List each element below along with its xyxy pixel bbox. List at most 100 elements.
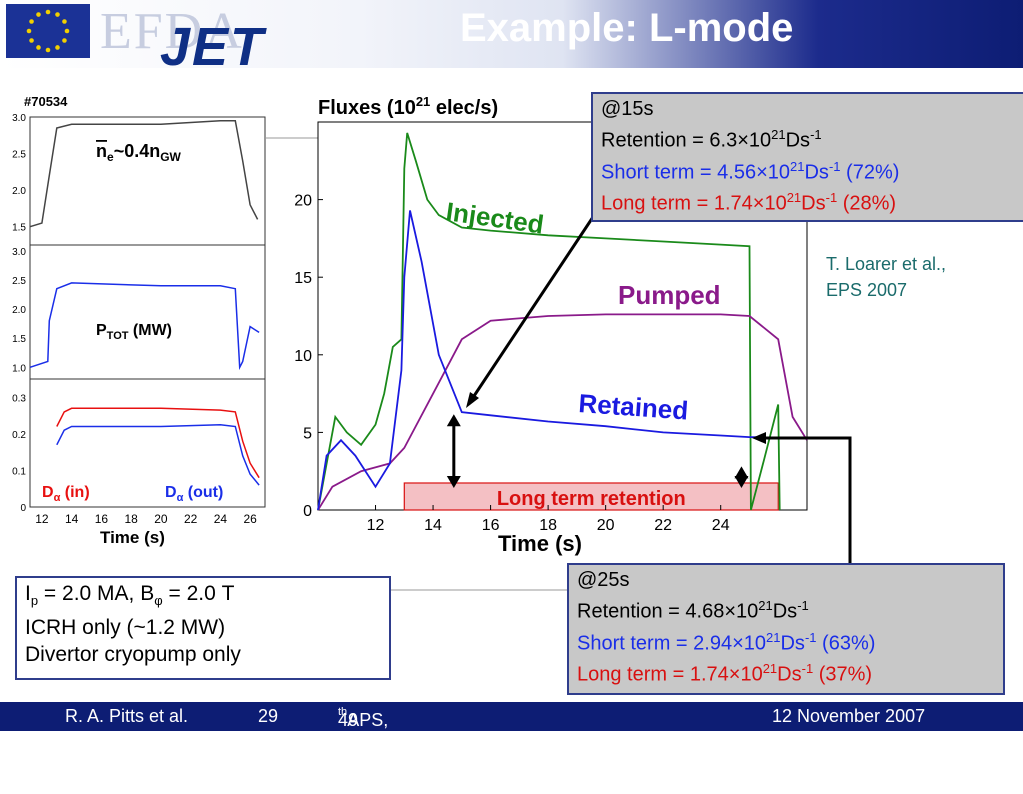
footer-author: R. A. Pitts et al. [65,706,189,726]
y-tick-label: 20 [294,193,312,210]
params-line-2: ICRH only (~1.2 MW) [25,616,226,640]
small-x-tick-label: 16 [95,512,109,526]
box-15s-short-term: Short term = 4.56×1021Ds-1 (72%) [601,158,900,184]
retained-series [317,210,759,511]
y-tick-label: 0 [303,503,312,520]
small-y-tick-label: 3.0 [12,247,26,258]
y-tick-label: 15 [294,270,312,287]
power-annotation: PTOT (MW) [96,322,172,342]
x-tick-label: 12 [367,517,385,534]
box-25s-title: @25s [577,569,630,591]
eu-star-icon [64,28,70,34]
y-tick-label: 5 [303,425,312,442]
arrow-head-up [734,466,749,479]
arrow-head-up [446,414,461,427]
dalpha-out-label: Dα (out) [165,484,223,504]
eu-star-icon [62,38,67,43]
small-x-tick-label: 26 [243,512,257,526]
x-tick-label: 22 [654,517,672,534]
pointer-arrow-15s-head [466,392,479,408]
small-plots-xlabel: Time (s) [100,528,165,547]
small-y-tick-label: 2.5 [12,150,26,161]
reference-line-2: EPS 2007 [826,280,908,300]
shot-number: #70534 [24,94,68,109]
eu-flag-logo [6,4,90,58]
eu-stars-icon [26,9,70,53]
small-y-tick-label: 1.5 [12,334,26,345]
density-trace [29,119,259,228]
dalpha-in-trace [56,407,260,479]
connector-line [265,137,320,139]
x-tick-label: 14 [424,517,442,534]
retention-box-15s: @15s Retention = 6.3×1021Ds-1 Short term… [591,92,1023,222]
params-line-3: Divertor cryopump only [25,643,241,667]
box-25s-retention: Retention = 4.68×1021Ds-1 [577,598,809,623]
small-y-tick-label: 1.5 [12,223,26,234]
pointer-arrow-25s-head [752,432,766,444]
footer-date: 12 November 2007 [772,706,926,726]
connector-line-bottom [372,589,568,591]
dalpha-out-trace [56,423,260,486]
long-term-retention-label: Long term retention [497,488,686,510]
reference-citation: T. Loarer et al., EPS 2007 [826,251,946,303]
efda-logo-text: EFDA [100,3,244,60]
small-y-tick-label: 2.5 [12,276,26,287]
retention-box-25s: @25s Retention = 4.68×1021Ds-1 Short ter… [567,563,1005,695]
footer-page-number: 29 [258,706,279,726]
small-x-tick-label: 20 [154,512,168,526]
small-y-tick-label: 1.0 [12,363,26,374]
small-x-tick-label: 24 [214,512,228,526]
reference-line-1: T. Loarer et al., [826,254,947,274]
eu-star-icon [36,12,41,17]
box-15s-long-term: Long term = 1.74×1021Ds-1 (28%) [601,190,897,215]
small-y-tick-label: 0.1 [12,466,26,477]
eu-star-icon [55,12,60,17]
small-y-tick-label: 0.3 [12,393,26,404]
box-25s-long-term: Long term = 1.74×1021Ds-1 (37%) [577,661,873,686]
slide-title: Example: L-mode [460,6,794,50]
eu-star-icon [36,45,41,50]
eu-star-icon [62,19,67,24]
dalpha-plot-frame [29,378,266,508]
small-x-tick-label: 22 [184,512,198,526]
eu-star-icon [26,28,32,34]
x-tick-label: 20 [597,517,615,534]
small-y-tick-label: 2.0 [12,305,26,316]
box-25s-short-term: Short term = 2.94×1021Ds-1 (63%) [577,629,876,655]
small-y-tick-label: 3.0 [12,113,26,124]
flux-chart: Fluxes (1021 elec/s) Long term retention… [294,94,808,556]
small-x-tick-label: 14 [65,512,79,526]
eu-star-icon [29,38,34,43]
small-y-tick-label: 0 [20,503,26,514]
pointer-arrows [466,213,852,563]
box-15s-title: @15s [601,98,654,120]
eu-star-icon [45,9,51,15]
x-tick-label: 16 [482,517,500,534]
slide-header: EFDA JET Example: L-mode [0,0,1023,77]
flux-chart-title: Fluxes (1021 elec/s) [318,94,498,119]
dalpha-in-label: Dα (in) [42,484,90,504]
injected-series [317,132,781,511]
params-line-1: Ip = 2.0 MA, Bφ = 2.0 T [25,582,235,609]
small-x-tick-label: 18 [124,512,138,526]
discharge-parameters-box: Ip = 2.0 MA, Bφ = 2.0 T ICRH only (~1.2 … [15,576,391,680]
flux-chart-xlabel: Time (s) [498,531,582,556]
pointer-arrow-25s [762,436,852,563]
arrow-head-down [446,476,461,488]
density-annotation: ne~0.4nGW [96,141,182,164]
eu-star-icon [29,19,34,24]
arrow-head-down [734,476,749,488]
power-trace [29,282,260,371]
small-y-tick-label: 0.2 [12,430,26,441]
small-y-tick-label: 2.0 [12,186,26,197]
pumped-label: Pumped [618,280,721,310]
small-plots-panel: 3.0 2.5 2.0 1.5 3.0 2.5 2.0 1.5 1.0 0.3 0.2 0.1 0 12 1… [12,113,266,547]
pumped-series [317,313,808,511]
x-tick-label: 24 [712,517,730,534]
x-tick-label: 18 [539,517,557,534]
box-15s-retention: Retention = 6.3×1021Ds-1 [601,127,822,152]
eu-star-icon [45,47,51,53]
retention-arrows [446,414,749,488]
